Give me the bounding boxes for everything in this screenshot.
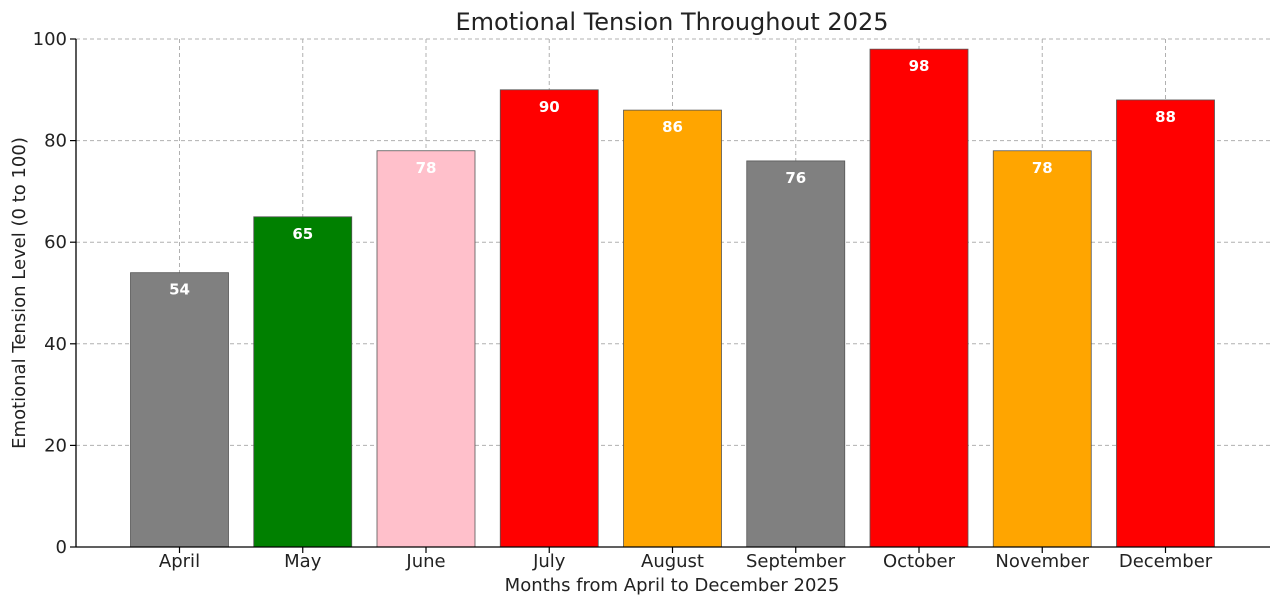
- ticks: 0 20 40 60 80 100 April May June July August Septem…: [33, 29, 1213, 572]
- data-label-september: 76: [785, 169, 806, 187]
- y-tick-label: 20: [44, 435, 67, 456]
- bar-july: [499, 89, 599, 548]
- data-label-april: 54: [169, 281, 190, 299]
- y-tick-label: 40: [44, 334, 67, 355]
- data-label-july: 90: [539, 98, 560, 116]
- bar-october: [869, 48, 969, 548]
- x-tick-label: July: [532, 551, 566, 572]
- x-tick-label: April: [159, 551, 200, 572]
- data-label-november: 78: [1032, 159, 1053, 177]
- y-tick-label: 80: [44, 131, 67, 152]
- chart-title: Emotional Tension Throughout 2025: [455, 8, 888, 36]
- data-label-december: 88: [1155, 108, 1176, 126]
- x-tick-label: August: [641, 551, 704, 572]
- x-tick-label: November: [995, 551, 1089, 572]
- y-tick-label: 100: [33, 29, 67, 50]
- bar-may: [253, 216, 353, 548]
- y-axis-title: Emotional Tension Level (0 to 100): [9, 137, 30, 449]
- x-tick-label: June: [405, 551, 445, 572]
- bars: [130, 48, 1215, 548]
- bar-june: [376, 150, 476, 548]
- bar-september: [746, 160, 846, 548]
- data-label-june: 78: [416, 159, 437, 177]
- data-labels: 54 65 78 90 86 76 98 78 88: [169, 57, 1176, 299]
- data-label-august: 86: [662, 118, 683, 136]
- bar-december: [1116, 99, 1215, 548]
- data-label-october: 98: [909, 57, 930, 75]
- bar-april: [130, 272, 229, 548]
- x-tick-label: September: [746, 551, 846, 572]
- x-tick-label: October: [883, 551, 956, 572]
- x-axis-title: Months from April to December 2025: [505, 575, 840, 596]
- bar-november: [992, 150, 1092, 548]
- x-tick-label: May: [284, 551, 322, 572]
- y-tick-label: 0: [56, 537, 67, 558]
- bar-august: [623, 109, 722, 548]
- x-tick-label: December: [1119, 551, 1213, 572]
- data-label-may: 65: [292, 225, 313, 243]
- y-tick-label: 60: [44, 232, 67, 253]
